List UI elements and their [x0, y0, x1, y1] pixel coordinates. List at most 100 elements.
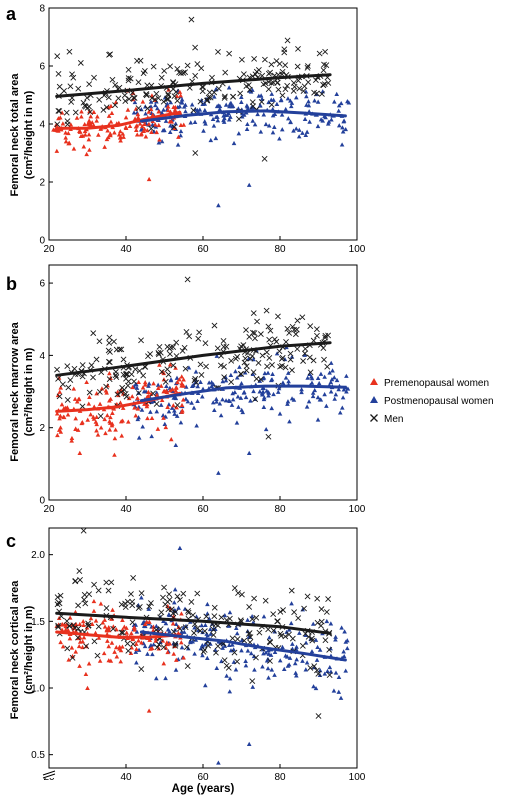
scatter-points [54, 528, 350, 765]
point-postmenopausal [155, 626, 161, 631]
point-premenopausal [104, 627, 110, 632]
point-men [236, 116, 242, 122]
point-premenopausal [142, 121, 147, 126]
point-postmenopausal [334, 377, 340, 383]
y-tick-label: 1.0 [31, 684, 45, 695]
point-men [209, 74, 215, 81]
point-men [165, 371, 172, 378]
point-postmenopausal [340, 125, 345, 130]
point-postmenopausal [257, 389, 263, 394]
point-men [153, 626, 160, 633]
point-premenopausal [118, 659, 123, 664]
point-postmenopausal [211, 94, 217, 99]
point-men [100, 107, 107, 113]
point-postmenopausal [244, 126, 250, 132]
point-men [315, 713, 322, 719]
point-postmenopausal [315, 123, 321, 129]
point-premenopausal [146, 708, 152, 713]
point-postmenopausal [230, 103, 236, 109]
point-postmenopausal [183, 396, 189, 401]
point-postmenopausal [277, 136, 282, 141]
point-postmenopausal [208, 137, 214, 143]
point-men [202, 340, 209, 347]
point-men [265, 626, 272, 633]
point-premenopausal [157, 137, 162, 142]
point-premenopausal [101, 650, 107, 656]
point-men [97, 413, 104, 419]
point-men [211, 322, 218, 329]
point-premenopausal [54, 148, 60, 153]
point-men [245, 630, 252, 637]
point-postmenopausal [191, 405, 197, 410]
point-men [263, 307, 270, 314]
point-men [158, 368, 165, 375]
point-premenopausal [77, 129, 83, 134]
point-postmenopausal [281, 666, 287, 671]
point-men [279, 354, 286, 361]
point-men [130, 575, 137, 581]
point-men [294, 346, 301, 352]
x-tick-label: 60 [197, 772, 209, 783]
point-men [75, 602, 82, 609]
point-postmenopausal [168, 377, 174, 382]
point-postmenopausal [338, 695, 344, 700]
point-postmenopausal [286, 662, 292, 667]
point-men [64, 396, 71, 403]
point-postmenopausal [228, 372, 234, 377]
point-postmenopausal [287, 655, 293, 660]
point-premenopausal [180, 408, 185, 413]
point-premenopausal [145, 415, 150, 421]
x-tick-label: 60 [197, 504, 209, 515]
point-postmenopausal [193, 369, 199, 374]
point-men [265, 323, 272, 330]
point-men [130, 641, 137, 647]
point-postmenopausal [153, 675, 159, 681]
point-premenopausal [105, 413, 110, 418]
x-tick-label: 100 [349, 244, 366, 255]
point-postmenopausal [172, 587, 178, 592]
point-premenopausal [171, 403, 176, 408]
point-men [201, 628, 208, 635]
point-premenopausal [63, 405, 68, 410]
x-tick-label: 40 [120, 772, 132, 783]
point-premenopausal [86, 661, 92, 666]
panel-a: a Femoral neck total area (cm²/height in… [6, 4, 366, 256]
point-premenopausal [58, 639, 63, 645]
point-premenopausal [106, 644, 112, 649]
point-postmenopausal [296, 134, 302, 139]
point-men [274, 618, 281, 625]
point-premenopausal [55, 432, 60, 438]
x-tick-label: 80 [274, 504, 286, 515]
point-postmenopausal [286, 379, 291, 384]
point-postmenopausal [261, 614, 267, 619]
trend-line-postmenopausal [139, 384, 347, 403]
point-men [318, 618, 325, 625]
point-premenopausal [171, 651, 177, 656]
point-postmenopausal [175, 142, 181, 147]
point-men [160, 98, 167, 105]
point-postmenopausal [220, 379, 226, 384]
point-postmenopausal [216, 760, 221, 765]
legend: Premenopausal women Postmenopausal women… [370, 378, 494, 425]
point-men [106, 51, 112, 58]
point-men [59, 381, 66, 388]
point-postmenopausal [288, 103, 294, 109]
point-men [269, 362, 275, 368]
point-men [278, 632, 285, 639]
point-postmenopausal [266, 389, 271, 395]
point-men [267, 658, 273, 664]
point-premenopausal [130, 384, 135, 390]
point-postmenopausal [260, 376, 266, 381]
point-postmenopausal [345, 645, 350, 651]
point-men [177, 596, 183, 603]
point-men [166, 596, 173, 603]
point-postmenopausal [333, 670, 339, 675]
point-men [122, 600, 129, 607]
point-men [138, 337, 144, 344]
point-men [217, 362, 224, 369]
point-men [226, 615, 233, 622]
point-postmenopausal [324, 403, 329, 408]
point-men [168, 606, 175, 613]
point-postmenopausal [288, 119, 293, 125]
point-premenopausal [56, 427, 62, 432]
